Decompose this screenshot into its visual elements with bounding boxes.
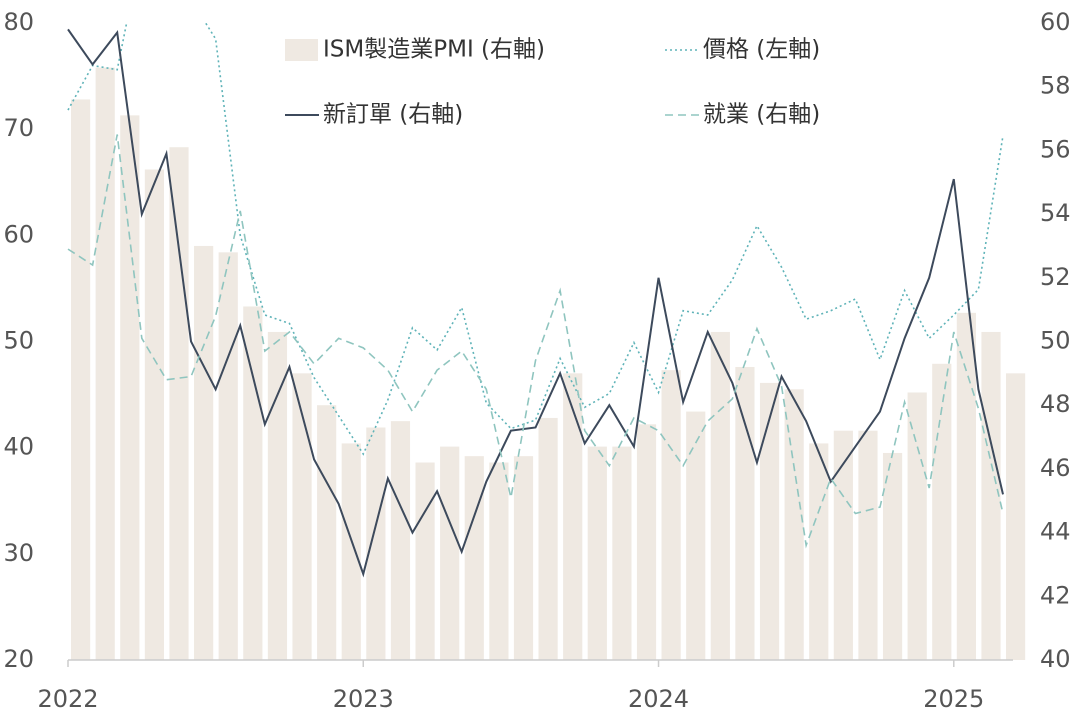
y-tick-label: 70 <box>3 114 34 142</box>
bar <box>95 67 115 661</box>
bar <box>833 430 853 660</box>
bar <box>489 462 509 660</box>
bar <box>341 443 361 660</box>
legend-swatch <box>285 39 318 61</box>
y-tick-label: 60 <box>3 220 34 248</box>
y-tick-label: 80 <box>3 8 34 36</box>
bar <box>144 169 165 660</box>
y2-tick-label: 42 <box>1040 581 1071 609</box>
bar <box>636 424 657 660</box>
x-tick-label: 2022 <box>37 685 98 713</box>
bar <box>513 456 534 660</box>
bar <box>956 312 976 660</box>
bar <box>169 147 189 661</box>
bar <box>366 427 386 660</box>
y2-tick-label: 52 <box>1040 263 1071 291</box>
bar <box>538 417 558 660</box>
lines <box>67 23 1004 578</box>
bar <box>784 389 804 660</box>
y2-tick-label: 56 <box>1040 135 1071 163</box>
legend-label: ISM製造業PMI (右軸) <box>323 37 545 63</box>
legend: ISM製造業PMI (右軸) 價格 (左軸) 新訂單 (右軸) 就業 (右軸) <box>285 37 820 128</box>
y2-tick-label: 54 <box>1040 199 1071 227</box>
bar <box>587 446 607 660</box>
x-tick-label: 2024 <box>628 685 689 713</box>
bars <box>71 67 1026 661</box>
bar <box>317 405 337 660</box>
y-tick-label: 40 <box>3 433 34 461</box>
y2-tick-label: 60 <box>1040 8 1071 36</box>
bar <box>267 331 288 660</box>
bar <box>390 421 411 660</box>
bar <box>981 331 1001 660</box>
y2-tick-label: 50 <box>1040 327 1071 355</box>
legend-label: 就業 (右軸) <box>703 102 820 128</box>
bar <box>735 366 755 660</box>
y2-tick-label: 40 <box>1040 645 1071 673</box>
bar <box>563 373 583 660</box>
bar <box>661 370 681 660</box>
x-tick-label: 2023 <box>333 685 394 713</box>
bar <box>71 99 91 660</box>
bar <box>464 456 484 660</box>
bar <box>415 462 435 660</box>
axes: 20 30 40 50 60 70 80 40 42 44 46 48 50 52 54 56 58 60 2022… <box>3 8 1070 713</box>
bar <box>292 373 312 660</box>
bar <box>882 452 903 660</box>
bar <box>1006 373 1026 660</box>
bar <box>858 430 878 660</box>
bar <box>243 306 263 660</box>
bar <box>759 382 780 660</box>
y2-tick-label: 58 <box>1040 72 1071 100</box>
y-tick-label: 50 <box>3 327 34 355</box>
legend-label: 價格 (左軸) <box>703 37 820 63</box>
y-tick-label: 30 <box>3 539 34 567</box>
bar <box>686 411 706 660</box>
x-tick-label: 2025 <box>923 685 984 713</box>
bar <box>218 252 238 660</box>
line-series <box>67 134 1004 549</box>
line-series <box>67 28 1004 578</box>
y2-tick-label: 46 <box>1040 454 1071 482</box>
bar <box>120 115 140 661</box>
bar <box>907 392 927 660</box>
bar <box>194 245 214 660</box>
y-tick-label: 20 <box>3 645 34 673</box>
bar <box>612 446 632 660</box>
bar <box>440 446 460 660</box>
y2-tick-label: 44 <box>1040 518 1071 546</box>
bar <box>710 331 730 660</box>
y2-tick-label: 48 <box>1040 390 1071 418</box>
legend-label: 新訂單 (右軸) <box>323 102 463 128</box>
bar <box>809 443 829 660</box>
